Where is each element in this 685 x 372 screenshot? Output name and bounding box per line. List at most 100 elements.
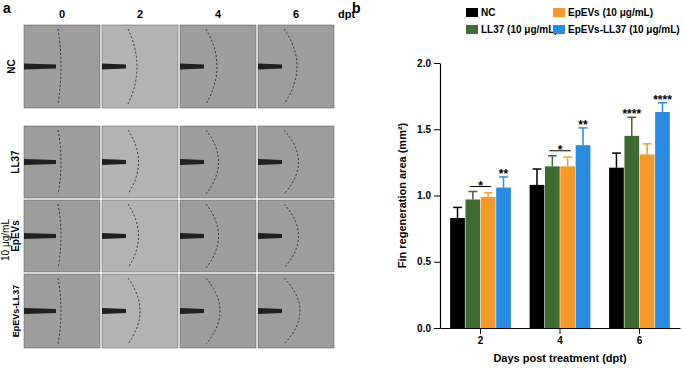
y-axis-line (440, 64, 441, 329)
outline (206, 130, 219, 194)
fin-rays (102, 64, 126, 70)
y-tick-label: 0.5 (417, 256, 431, 267)
error-line (616, 153, 618, 168)
outline (284, 278, 300, 344)
micrograph (102, 25, 178, 108)
y-tick-label: 2.0 (417, 58, 431, 69)
error-cap (468, 191, 477, 193)
x-tick-label: 6 (637, 335, 643, 346)
y-tick-label: 1.0 (417, 190, 431, 201)
y-tick: 1.0 (417, 190, 440, 201)
x-tick-mark (480, 328, 481, 334)
error-bar (453, 207, 462, 218)
error-line (536, 169, 538, 185)
fin-rays (24, 159, 56, 165)
micrograph (258, 25, 334, 108)
fin-rays (180, 308, 204, 314)
bar (450, 218, 465, 328)
figure: ab0246dptNCLL37EpEVsEpEVs-LL3710 μg/mL0.… (0, 0, 685, 372)
legend-label: LL37 (10 μg/mL) (481, 24, 558, 35)
error-cap (643, 143, 652, 145)
column-unit: dpt (338, 8, 355, 20)
error-cap (563, 156, 572, 158)
micrograph (258, 126, 334, 198)
y-tick: 0.0 (417, 323, 440, 334)
row-label: NC (6, 59, 17, 73)
error-bar (643, 144, 652, 155)
legend-label: EpEVs (10 μg/mL) (568, 7, 653, 18)
legend-swatch (466, 8, 478, 17)
fin-rays (102, 159, 126, 165)
micrograph (180, 200, 256, 272)
micrograph (258, 200, 334, 272)
fin-rays (258, 64, 282, 70)
bar (496, 188, 511, 328)
micrograph (180, 126, 256, 198)
fin-rays (102, 308, 126, 314)
fin-rays (180, 64, 204, 70)
legend: NC LL37 (10 μg/mL) EpEVs (10 μg/mL) EpEVs-L… (466, 7, 680, 35)
error-line (472, 192, 474, 200)
error-cap (612, 152, 621, 154)
fin-rays (180, 233, 204, 239)
x-tick-label: 2 (478, 335, 484, 346)
y-axis-title: Fin regeneration area (mm²) (396, 122, 408, 268)
y-tick-mark (434, 196, 440, 197)
error-cap (453, 207, 462, 209)
micrograph (258, 274, 334, 348)
micrograph (24, 25, 100, 108)
x-tick: 4 (557, 328, 563, 346)
y-tick: 0.5 (417, 256, 440, 267)
micrograph (102, 274, 178, 348)
fin-rays (258, 159, 282, 165)
y-tick-label: 1.5 (417, 124, 431, 135)
fin-rays (180, 159, 204, 165)
error-cap (533, 168, 542, 170)
fin-rays (24, 308, 56, 314)
significance: * (478, 179, 483, 193)
significance: * (558, 143, 563, 157)
y-tick-mark (434, 262, 440, 263)
error-bar (468, 192, 477, 200)
micrograph (24, 274, 100, 348)
fin-rays (24, 233, 56, 239)
error-line (457, 207, 459, 218)
legend-swatch (553, 8, 565, 17)
error-bar (612, 153, 621, 168)
annotations: ************** (470, 93, 672, 193)
bar (624, 136, 639, 328)
x-tick-mark (560, 328, 561, 334)
error-line (567, 157, 569, 166)
bar (655, 112, 670, 328)
image-grid: 0246dptNCLL37EpEVsEpEVs-LL3710 μg/mL (0, 8, 355, 348)
y-tick-mark (434, 63, 440, 64)
legend-label: EpEVs-LL37 (10 μg/mL) (568, 24, 680, 35)
outline (58, 204, 61, 268)
x-tick-mark (639, 328, 640, 334)
legend-label: NC (481, 7, 495, 18)
significance: ** (578, 118, 588, 132)
outline (128, 278, 140, 344)
error-bar (563, 157, 572, 166)
micrograph (24, 200, 100, 272)
bar (465, 199, 480, 328)
column-label: 2 (137, 8, 143, 20)
column-label: 6 (293, 8, 299, 20)
y-tick-label: 0.0 (417, 323, 431, 334)
y-tick: 1.5 (417, 124, 440, 135)
group-label: 10 μg/mL (0, 219, 11, 261)
micrograph (24, 126, 100, 198)
error-line (646, 144, 648, 155)
outline (206, 204, 219, 268)
bar (560, 166, 575, 328)
outline (284, 29, 297, 104)
y-tick: 2.0 (417, 58, 440, 69)
row-label: LL37 (10, 150, 21, 174)
significance: ** (499, 167, 509, 181)
bar (481, 197, 496, 328)
outline (58, 29, 61, 104)
bar (545, 166, 560, 328)
micrograph (102, 126, 178, 198)
error-cap (484, 192, 493, 194)
outline (284, 130, 299, 194)
